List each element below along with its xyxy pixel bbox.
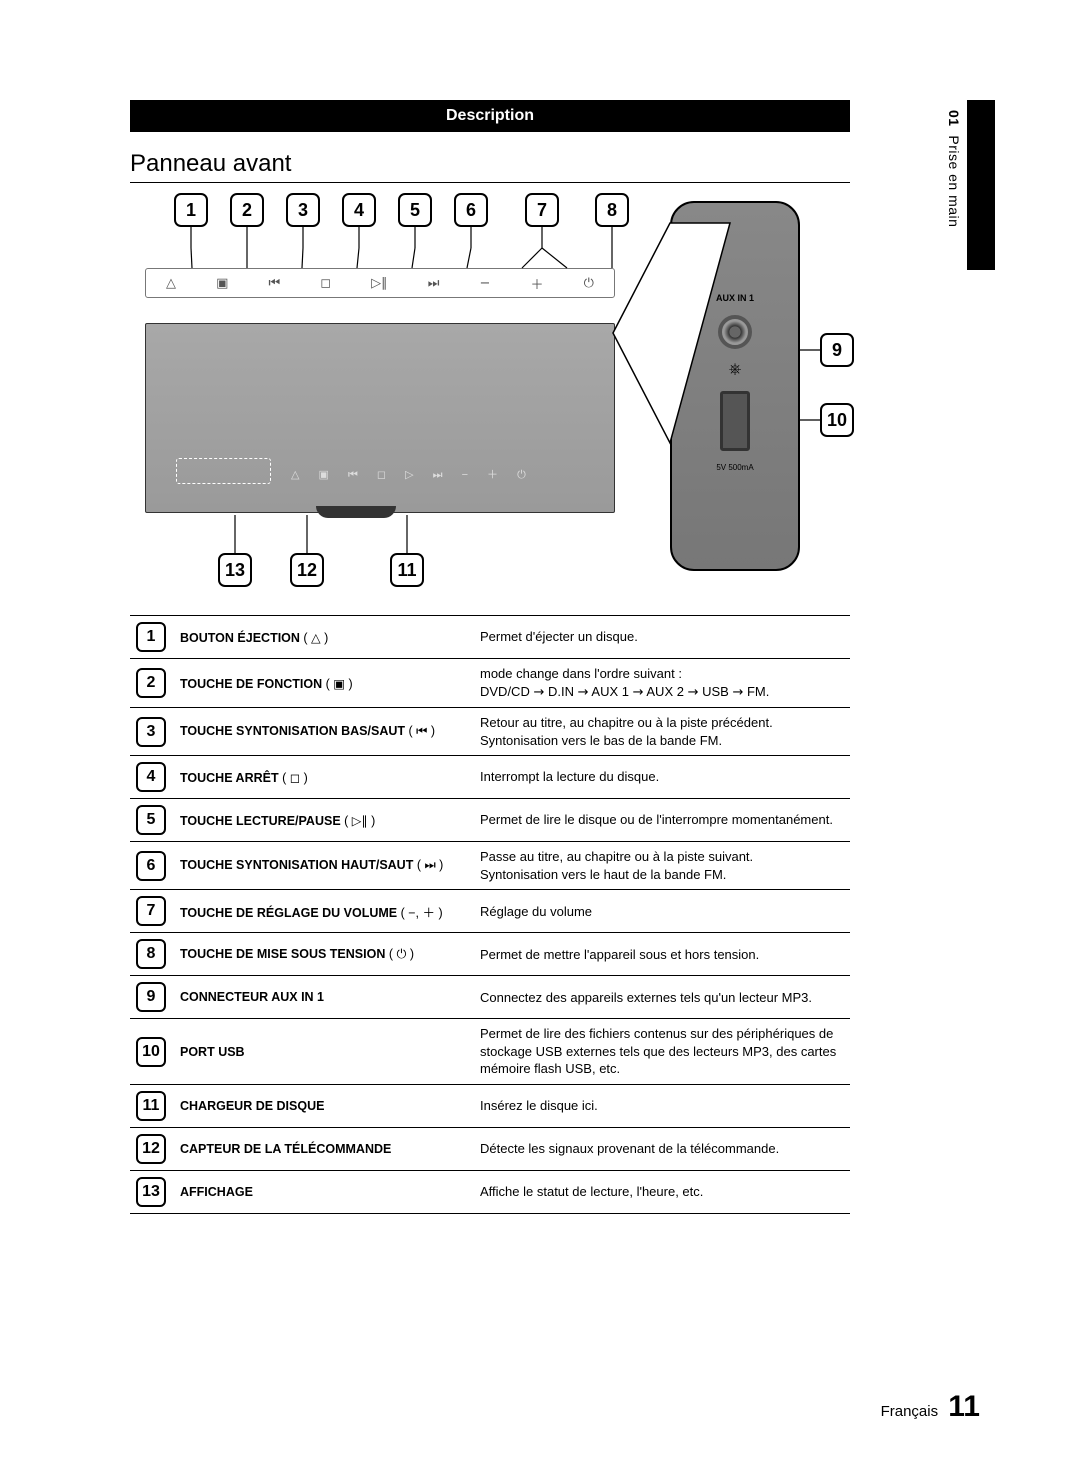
- legend-name: TOUCHE DE FONCTION ( ▣ ): [174, 659, 474, 708]
- legend-num: 10: [136, 1037, 166, 1067]
- legend-num: 2: [136, 668, 166, 698]
- callout-5: 5: [398, 193, 432, 227]
- legend-name: TOUCHE SYNTONISATION BAS/SAUT ( ⏮ ): [174, 708, 474, 756]
- chapter-title: Prise en main: [946, 135, 962, 227]
- device-body: △ ▣ ⏮ ◻ ▷ ⏭ − ＋ ⏻: [145, 323, 615, 513]
- callout-6: 6: [454, 193, 488, 227]
- callout-2: 2: [230, 193, 264, 227]
- panel-button-icon: −: [480, 276, 491, 291]
- callout-9: 9: [820, 333, 854, 367]
- display-area: [176, 458, 271, 484]
- legend-desc: Détecte les signaux provenant de la télé…: [474, 1127, 850, 1170]
- legend-table: 1 BOUTON ÉJECTION ( △ )Permet d'éjecter u…: [130, 615, 850, 1214]
- section-title: Panneau avant: [130, 150, 850, 183]
- aux-in-jack: [718, 315, 752, 349]
- legend-name: CAPTEUR DE LA TÉLÉCOMMANDE: [174, 1127, 474, 1170]
- mini-icon-row: △ ▣ ⏮ ◻ ▷ ⏭ − ＋ ⏻: [291, 466, 534, 482]
- legend-num: 6: [136, 851, 166, 881]
- legend-num: 13: [136, 1177, 166, 1207]
- side-panel-zoom: AUX IN 1 ⎈ 5V 500mA: [670, 201, 800, 571]
- legend-row: 8 TOUCHE DE MISE SOUS TENSION ( ⏻ )Permet…: [130, 933, 850, 976]
- legend-num: 8: [136, 939, 166, 969]
- legend-desc: mode change dans l'ordre suivant :DVD/CD…: [474, 659, 850, 708]
- legend-num: 9: [136, 982, 166, 1012]
- legend-num: 12: [136, 1134, 166, 1164]
- legend-desc: Réglage du volume: [474, 890, 850, 933]
- legend-row: 12 CAPTEUR DE LA TÉLÉCOMMANDEDétecte les …: [130, 1127, 850, 1170]
- legend-name: BOUTON ÉJECTION ( △ ): [174, 616, 474, 659]
- legend-name: TOUCHE DE MISE SOUS TENSION ( ⏻ ): [174, 933, 474, 976]
- legend-name: PORT USB: [174, 1019, 474, 1085]
- chapter-label: 01 Prise en main: [946, 110, 962, 227]
- callout-12: 12: [290, 553, 324, 587]
- legend-row: 13 AFFICHAGEAffiche le statut de lecture,…: [130, 1170, 850, 1213]
- legend-desc: Affiche le statut de lecture, l'heure, e…: [474, 1170, 850, 1213]
- legend-desc: Retour au titre, au chapitre ou à la pis…: [474, 708, 850, 756]
- legend-row: 1 BOUTON ÉJECTION ( △ )Permet d'éjecter u…: [130, 616, 850, 659]
- chapter-num: 01: [946, 110, 962, 127]
- panel-button-icon: ⏭: [428, 276, 440, 291]
- legend-name: TOUCHE DE RÉGLAGE DU VOLUME ( −, ＋ ): [174, 890, 474, 933]
- legend-desc: Connectez des appareils externes tels qu…: [474, 976, 850, 1019]
- page-footer: Français 11: [881, 1390, 980, 1424]
- button-icon-row: △ ▣ ⏮ ◻ ▷∥ ⏭ − ＋ ⏻: [145, 268, 615, 298]
- legend-desc: Insérez le disque ici.: [474, 1084, 850, 1127]
- legend-num: 4: [136, 762, 166, 792]
- legend-num: 5: [136, 805, 166, 835]
- panel-button-icon: ⏮: [268, 276, 280, 291]
- chapter-tab: [967, 100, 995, 270]
- callout-10: 10: [820, 403, 854, 437]
- legend-row: 4 TOUCHE ARRÊT ( ◻ )Interrompt la lecture…: [130, 756, 850, 799]
- legend-name: CHARGEUR DE DISQUE: [174, 1084, 474, 1127]
- legend-num: 11: [136, 1091, 166, 1121]
- legend-name: CONNECTEUR AUX IN 1: [174, 976, 474, 1019]
- legend-row: 11 CHARGEUR DE DISQUEInsérez le disque ic…: [130, 1084, 850, 1127]
- legend-desc: Permet de lire le disque ou de l'interro…: [474, 799, 850, 842]
- legend-row: 3 TOUCHE SYNTONISATION BAS/SAUT ( ⏮ )Reto…: [130, 708, 850, 756]
- panel-button-icon: ◻: [320, 276, 331, 291]
- panel-button-icon: ＋: [530, 274, 543, 293]
- aux-in-label: AUX IN 1: [716, 293, 754, 303]
- legend-num: 1: [136, 622, 166, 652]
- callout-3: 3: [286, 193, 320, 227]
- description-header: Description: [130, 100, 850, 132]
- legend-name: AFFICHAGE: [174, 1170, 474, 1213]
- callout-1: 1: [174, 193, 208, 227]
- callout-8: 8: [595, 193, 629, 227]
- footer-lang: Français: [881, 1403, 939, 1420]
- panel-button-icon: ⏻: [584, 276, 594, 291]
- legend-num: 3: [136, 717, 166, 747]
- legend-row: 6 TOUCHE SYNTONISATION HAUT/SAUT ( ⏭ )Pas…: [130, 842, 850, 890]
- legend-desc: Passe au titre, au chapitre ou à la pist…: [474, 842, 850, 890]
- usb-icon: ⎈: [729, 361, 742, 379]
- callout-7: 7: [525, 193, 559, 227]
- panel-button-icon: ▷∥: [371, 276, 388, 291]
- legend-row: 9 CONNECTEUR AUX IN 1Connectez des appare…: [130, 976, 850, 1019]
- legend-name: TOUCHE ARRÊT ( ◻ ): [174, 756, 474, 799]
- usb-port: [720, 391, 750, 451]
- panel-button-icon: ▣: [216, 276, 228, 291]
- legend-desc: Interrompt la lecture du disque.: [474, 756, 850, 799]
- legend-row: 7 TOUCHE DE RÉGLAGE DU VOLUME ( −, ＋ )Rég…: [130, 890, 850, 933]
- legend-desc: Permet de mettre l'appareil sous et hors…: [474, 933, 850, 976]
- legend-row: 10 PORT USBPermet de lire des fichiers co…: [130, 1019, 850, 1085]
- callout-4: 4: [342, 193, 376, 227]
- disc-slot: [316, 506, 396, 518]
- callout-13: 13: [218, 553, 252, 587]
- callout-11: 11: [390, 553, 424, 587]
- legend-desc: Permet de lire des fichiers contenus sur…: [474, 1019, 850, 1085]
- footer-page: 11: [948, 1390, 980, 1423]
- legend-desc: Permet d'éjecter un disque.: [474, 616, 850, 659]
- legend-row: 5 TOUCHE LECTURE/PAUSE ( ▷∥ )Permet de li…: [130, 799, 850, 842]
- panel-button-icon: △: [166, 276, 176, 291]
- legend-name: TOUCHE LECTURE/PAUSE ( ▷∥ ): [174, 799, 474, 842]
- legend-num: 7: [136, 896, 166, 926]
- legend-name: TOUCHE SYNTONISATION HAUT/SAUT ( ⏭ ): [174, 842, 474, 890]
- front-panel-diagram: △ ▣ ⏮ ◻ ▷∥ ⏭ − ＋ ⏻ △ ▣ ⏮ ◻ ▷ ⏭ − ＋ ⏻ AUX IN 1 ⎈ …: [130, 193, 850, 593]
- usb-rating: 5V 500mA: [716, 463, 753, 472]
- legend-row: 2 TOUCHE DE FONCTION ( ▣ )mode change dan…: [130, 659, 850, 708]
